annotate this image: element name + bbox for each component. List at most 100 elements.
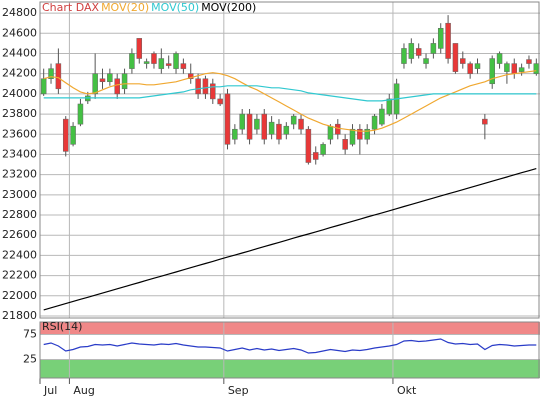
candle-body [504, 63, 510, 72]
overbought-band [40, 322, 540, 335]
plot-background [40, 2, 540, 318]
candle-body [335, 123, 341, 135]
candle-body [467, 63, 473, 74]
candle-body [217, 98, 223, 105]
y-tick-label: 22400 [2, 248, 37, 261]
x-tick-label: Aug [73, 384, 94, 397]
line-series [43, 70, 537, 132]
candle-body [482, 118, 488, 125]
candle-body [158, 58, 165, 69]
candle-body [445, 22, 451, 59]
y-tick-label: 25 [23, 353, 37, 366]
candle-body [224, 93, 231, 145]
candle-body [121, 73, 128, 90]
y-tick-label: 23600 [2, 127, 37, 140]
line-series [43, 338, 537, 354]
candle-body [129, 53, 135, 69]
candle-body [55, 63, 62, 90]
candle-body [327, 125, 334, 140]
x-tick-label: Okt [397, 384, 417, 397]
candle-body [349, 128, 356, 145]
candle-body [415, 48, 422, 56]
candle-body [474, 63, 481, 69]
candle-body [254, 118, 260, 130]
candle-body [143, 61, 150, 64]
line-series [43, 168, 537, 311]
candle-body [180, 63, 187, 69]
candle-body [320, 144, 326, 155]
candle-body [70, 125, 76, 145]
y-tick-label: 23800 [2, 107, 37, 120]
plot-frame [39, 321, 540, 379]
candle-body [430, 43, 437, 54]
candle-body [342, 139, 348, 150]
x-tick-label: Sep [228, 384, 249, 397]
candle-body [268, 121, 275, 135]
candle-body [298, 118, 304, 130]
y-tick-label: 24800 [2, 6, 37, 19]
y-tick-label: 24600 [2, 26, 37, 39]
y-tick-label: 22600 [2, 228, 37, 241]
candle-body [165, 63, 172, 66]
candle-body [371, 115, 378, 130]
legend-entry: MOV(200) [201, 1, 256, 14]
y-tick-label: 22800 [2, 208, 37, 221]
candle-body [187, 73, 194, 79]
y-tick-label: 24400 [2, 46, 37, 59]
candle-body [92, 73, 98, 95]
candle-body [401, 48, 407, 64]
candle-body [261, 113, 268, 140]
candle-body [107, 73, 113, 83]
legend-entry: MOV(50) [151, 1, 199, 14]
candle-body [518, 67, 525, 72]
candle-body [48, 68, 54, 79]
candle-body [276, 123, 282, 140]
candle-body [423, 58, 429, 64]
candle-body [114, 78, 120, 95]
candle-body [437, 27, 444, 49]
y-tick-label: 24200 [2, 67, 37, 80]
y-tick-label: 23000 [2, 188, 37, 201]
candle-body [452, 43, 459, 72]
legend-entry: MOV(20) [101, 1, 149, 14]
candle-body [533, 63, 540, 74]
candle-body [232, 128, 238, 140]
candle-body [379, 108, 385, 125]
oversold-band [40, 359, 540, 378]
candle-body [136, 38, 143, 59]
x-tick-label: Jul [43, 384, 57, 397]
legend-entry: Chart DAX [42, 1, 100, 14]
candle-body [489, 58, 495, 85]
y-tick-label: 21800 [2, 309, 37, 322]
candle-body [210, 83, 216, 100]
y-tick-label: 22200 [2, 269, 37, 282]
rsi-title: RSI(14) [42, 320, 82, 333]
candle-body [312, 152, 319, 160]
candle-body [77, 103, 84, 125]
plot-frame [39, 1, 540, 319]
candle-body [283, 125, 290, 135]
candle-body [526, 59, 532, 64]
candle-body [460, 58, 466, 64]
candle-body [173, 53, 179, 69]
candle-body [151, 53, 157, 64]
candle-body [364, 128, 370, 140]
candle-body [62, 118, 69, 152]
line-series [43, 85, 537, 102]
y-tick-label: 24000 [2, 87, 37, 100]
y-tick-label: 22000 [2, 289, 37, 302]
candle-body [246, 113, 253, 140]
candle-body [386, 98, 393, 115]
candle-body [202, 78, 209, 95]
candle-body [195, 78, 201, 95]
candle-body [305, 128, 312, 163]
candle-body [40, 78, 47, 95]
candle-body [496, 53, 503, 64]
y-tick-label: 23400 [2, 147, 37, 160]
candle-body [99, 78, 106, 83]
candle-body [357, 128, 363, 140]
candle-body [290, 115, 297, 125]
candle-body [408, 43, 415, 59]
